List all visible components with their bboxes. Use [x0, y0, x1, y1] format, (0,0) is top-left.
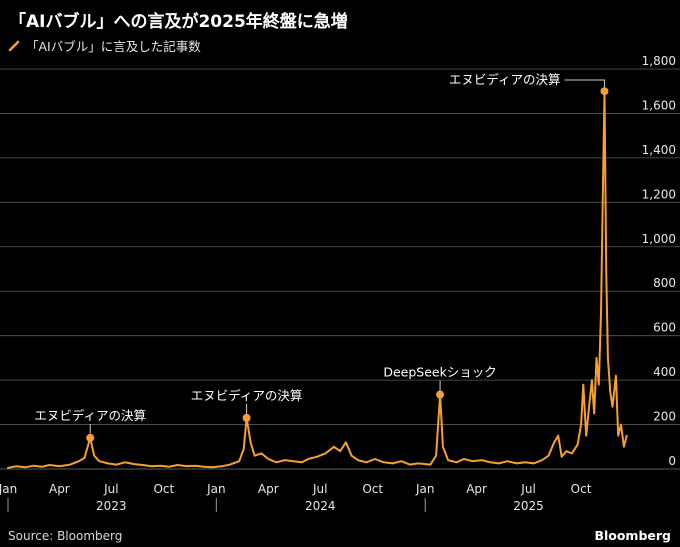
legend-line-icon: [8, 40, 20, 51]
x-tick-label: Oct: [362, 482, 383, 496]
y-tick-label: 1,600: [642, 98, 676, 112]
y-tick-label: 1,200: [642, 187, 676, 201]
annotation-marker: [86, 433, 95, 442]
annotation-label: エヌビディアの決算: [34, 408, 146, 423]
legend: 「AIバブル」に言及した記事数: [8, 36, 201, 55]
x-tick-label: Apr: [466, 482, 487, 496]
x-tick-label: Apr: [258, 482, 279, 496]
annotation-marker: [600, 87, 609, 96]
chart-title: 「AIバブル」への言及が2025年終盤に急増: [9, 12, 348, 32]
x-tick-label: Jan: [206, 482, 226, 496]
y-tick-label: 400: [653, 365, 676, 379]
source-label: Source: Bloomberg: [8, 529, 123, 543]
annotation-leader: [564, 79, 605, 88]
annotation-marker: [436, 390, 445, 399]
y-tick-label: 1,000: [642, 232, 676, 246]
y-tick-label: 200: [653, 410, 676, 424]
x-tick-label: Oct: [153, 482, 174, 496]
y-tick-label: 800: [653, 276, 676, 290]
x-tick-label: Jul: [103, 482, 118, 496]
legend-label: 「AIバブル」に言及した記事数: [26, 39, 201, 54]
annotation-label: DeepSeekショック: [383, 365, 497, 380]
x-tick-label: Jul: [312, 482, 327, 496]
year-label: 2024: [305, 499, 336, 513]
x-tick-label: Jan: [0, 482, 17, 496]
y-tick-label: 0: [668, 454, 676, 468]
bloomberg-logo: Bloomberg: [594, 528, 671, 543]
x-tick-label: Apr: [49, 482, 70, 496]
series-line: [7, 90, 628, 469]
x-tick-label: Jan: [415, 482, 435, 496]
year-label: 2023: [96, 499, 127, 513]
y-tick-label: 1,400: [642, 143, 676, 157]
x-tick-label: Jul: [520, 482, 535, 496]
year-label: 2025: [513, 499, 544, 513]
annotation-marker: [242, 413, 251, 422]
y-tick-label: 1,800: [642, 54, 676, 68]
annotation-label: エヌビディアの決算: [449, 72, 561, 87]
annotation-label: エヌビディアの決算: [191, 388, 303, 403]
x-tick-label: Oct: [571, 482, 592, 496]
y-tick-label: 600: [653, 321, 676, 335]
